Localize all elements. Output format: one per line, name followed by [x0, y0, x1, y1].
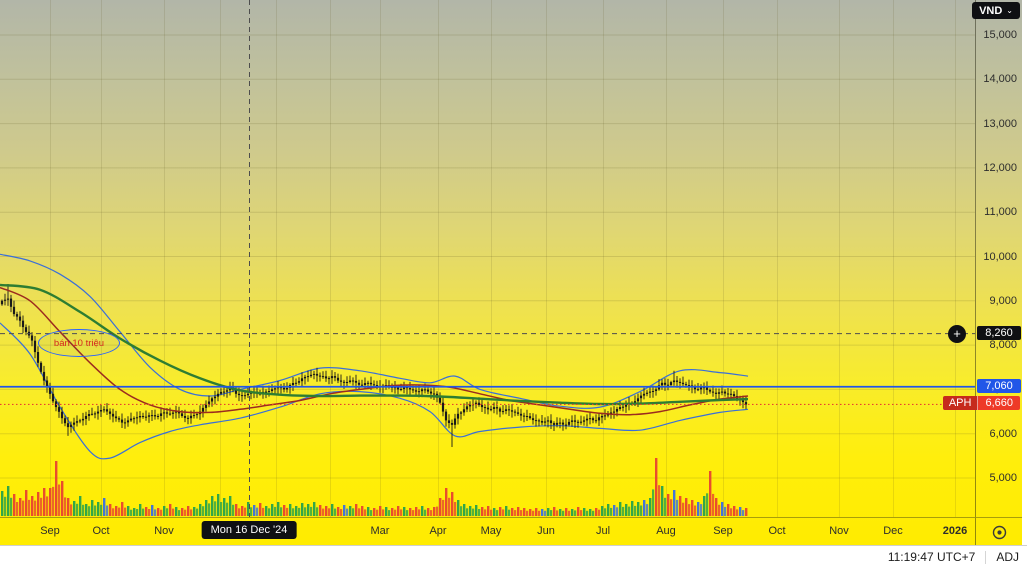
time-axis-label: 2026 — [942, 525, 968, 537]
price-lines — [0, 385, 975, 406]
time-axis-label: Oct — [92, 525, 110, 537]
price-axis-label: 15,000 — [983, 29, 1017, 41]
currency-label: VND — [979, 4, 1003, 17]
crosshair-date-tooltip: Mon 16 Dec '24 — [201, 521, 297, 539]
annotation-ellipse[interactable]: bán 10 triệu — [38, 329, 120, 357]
add-alert-button[interactable]: + — [948, 324, 966, 343]
target-icon — [992, 525, 1007, 539]
crosshair-price-label: 8,260 — [977, 325, 1021, 340]
adjusted-data-toggle[interactable]: ADJ — [996, 550, 1019, 564]
scales-settings-button[interactable] — [975, 517, 1023, 546]
time-axis-label: Apr — [429, 525, 447, 537]
price-axis-label: 8,000 — [989, 339, 1017, 352]
right-edge — [1022, 0, 1027, 545]
last-price-value: 6,660 — [978, 396, 1020, 411]
symbol-last-price-label: APH 6,660 — [942, 396, 1020, 411]
price-axis-label: 10,000 — [983, 250, 1017, 263]
time-axis-label: Aug — [656, 525, 676, 537]
time-axis-label: Jul — [595, 525, 611, 537]
time-axis-label: Jun — [537, 525, 555, 537]
time-axis-label: Oct — [768, 525, 786, 537]
time-axis[interactable]: Mon 16 Dec '24 Sep Oct Nov Mar Apr May Jun Jul A… — [0, 517, 975, 546]
currency-selector-button[interactable]: VND ⌄ — [972, 2, 1020, 19]
crosshair — [0, 0, 975, 517]
annotation-text: bán 10 triệu — [53, 337, 105, 349]
price-axis-label: 13,000 — [983, 117, 1017, 130]
volume-bars — [1, 458, 748, 517]
plus-icon: + — [953, 326, 961, 342]
price-axis-label: 9,000 — [989, 294, 1017, 307]
time-axis-label: Sep — [713, 525, 733, 537]
price-axis-label: 6,000 — [989, 427, 1017, 440]
chevron-down-icon: ⌄ — [1006, 5, 1013, 15]
time-axis-label: Nov — [154, 525, 174, 537]
price-axis-label: 11,000 — [984, 206, 1017, 219]
time-axis-label: Mar — [370, 525, 390, 537]
bollinger-bands — [0, 253, 749, 460]
time-axis-label: Nov — [829, 525, 849, 537]
price-axis-label: 12,000 — [983, 161, 1017, 174]
price-axis[interactable]: 5,0006,0007,0008,0009,00010,00011,00012,… — [975, 0, 1023, 517]
time-axis-label: Dec — [883, 525, 903, 537]
chart-background — [0, 0, 1027, 545]
price-axis-label: 5,000 — [989, 472, 1017, 484]
horizontal-line-price-label[interactable]: 7,060 — [977, 378, 1021, 393]
time-axis-label: May — [480, 525, 502, 537]
grid-lines — [0, 0, 975, 517]
session-clock[interactable]: 11:19:47 UTC+7 — [887, 550, 976, 564]
divider — [985, 550, 987, 564]
status-bar: 11:19:47 UTC+7 ADJ — [0, 545, 1027, 568]
time-axis-label: Sep — [40, 525, 60, 537]
candlesticks — [0, 284, 748, 447]
chart-canvas[interactable] — [0, 0, 975, 517]
symbol-badge: APH — [942, 396, 979, 411]
price-axis-label: 14,000 — [983, 73, 1017, 86]
